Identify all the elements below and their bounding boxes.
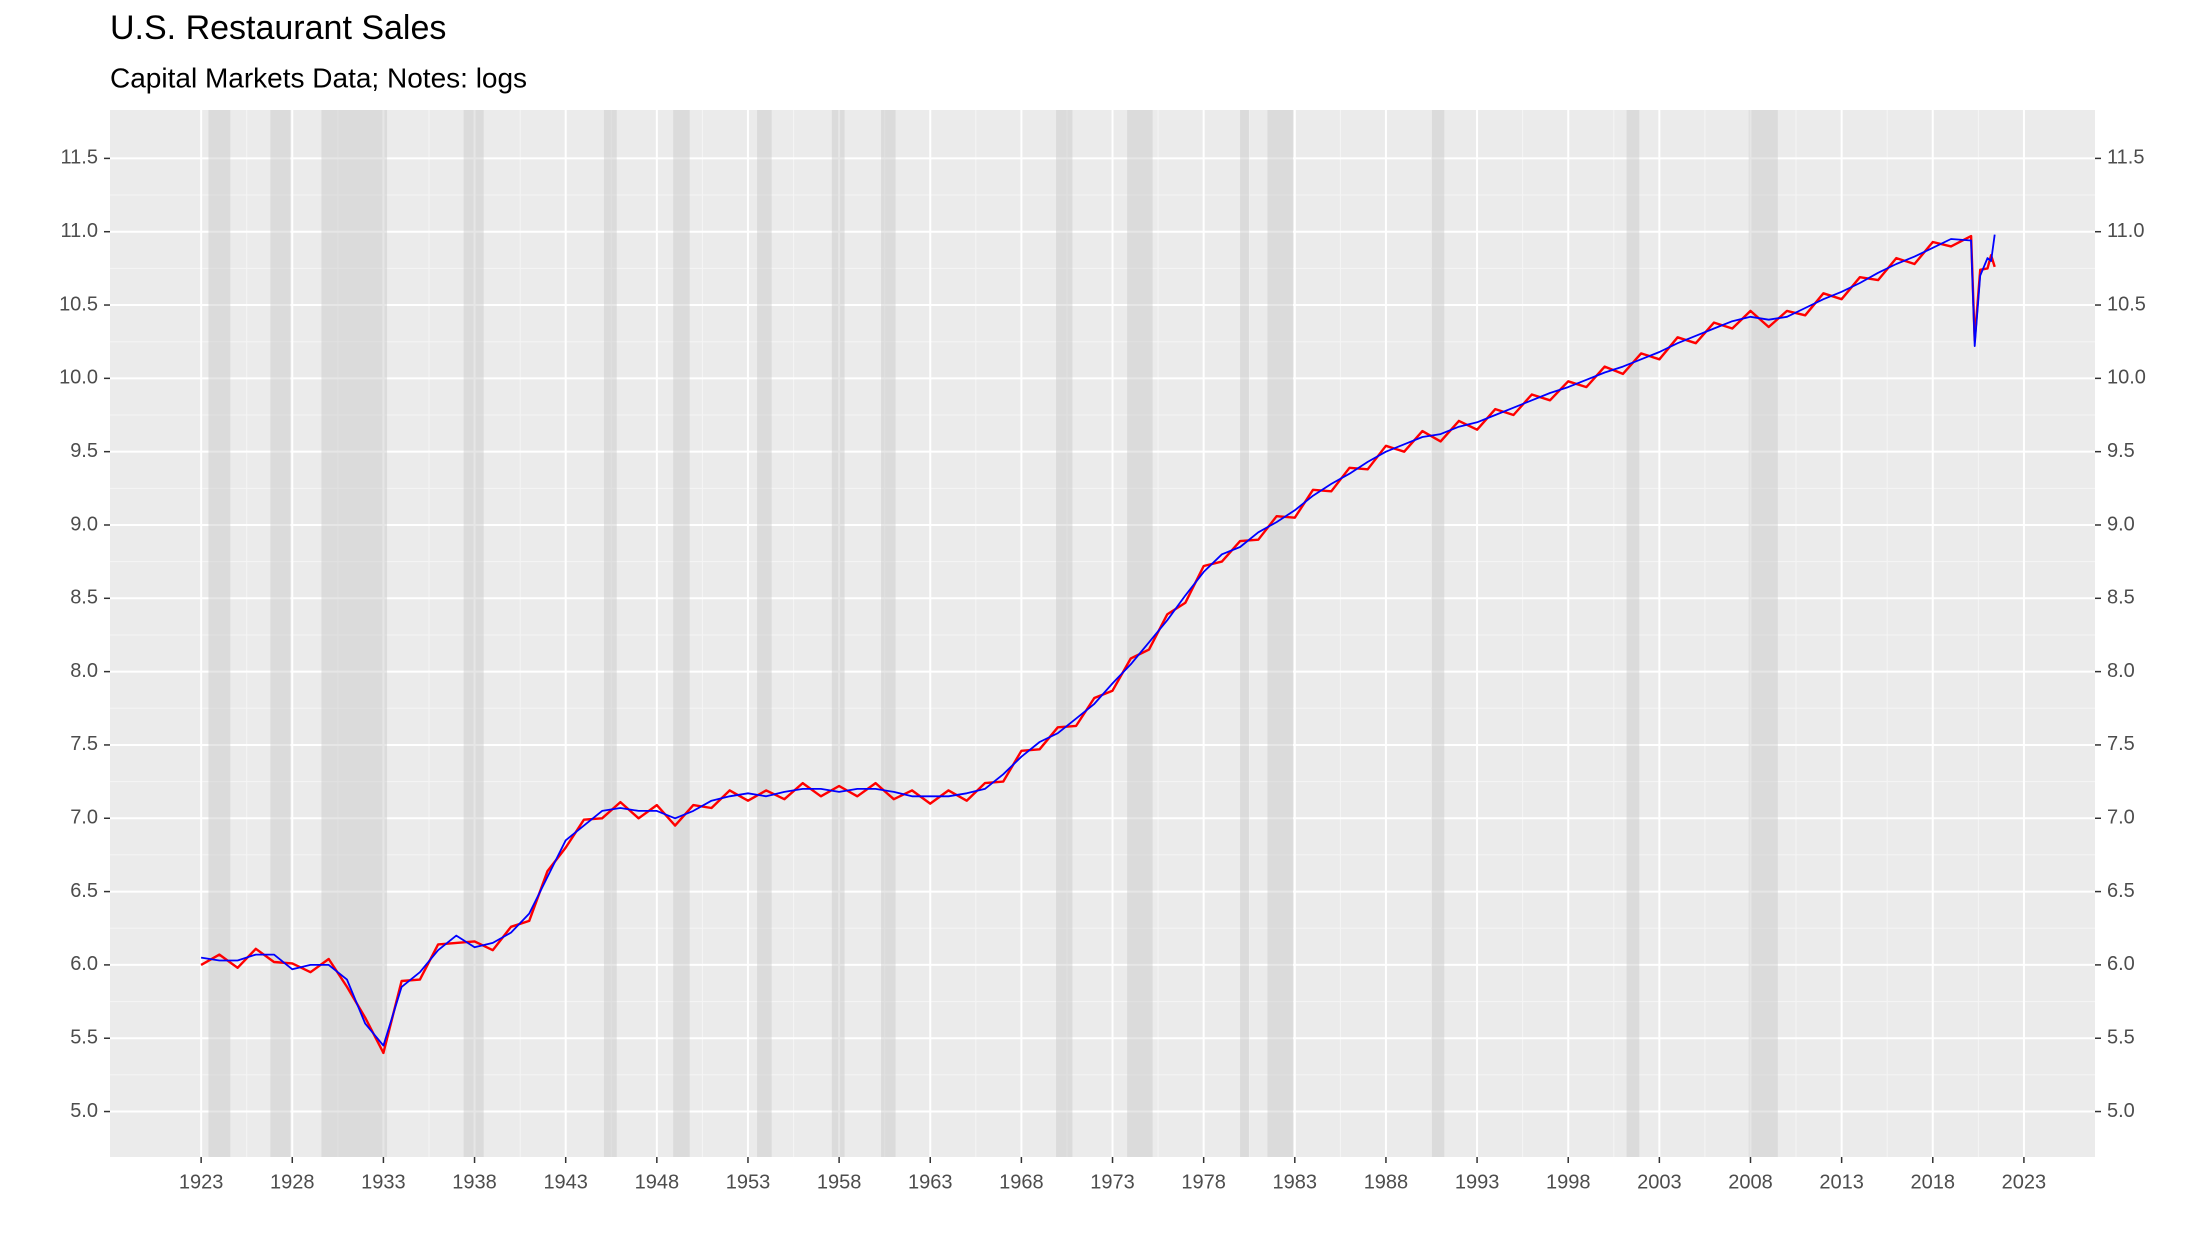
recession-band bbox=[1267, 110, 1293, 1157]
y-tick-label: 6.5 bbox=[70, 880, 98, 902]
y2-tick-label: 7.0 bbox=[2107, 807, 2135, 829]
x-tick-label: 1993 bbox=[1455, 1171, 1500, 1193]
series-line bbox=[200, 234, 1996, 1055]
recession-band bbox=[321, 110, 388, 1157]
recession-band bbox=[208, 110, 231, 1157]
x-tick-label: 1938 bbox=[452, 1171, 497, 1193]
y2-tick-label: 9.0 bbox=[2107, 513, 2135, 535]
x-tick-label: 1923 bbox=[179, 1171, 224, 1193]
y2-tick-label: 9.5 bbox=[2107, 440, 2135, 462]
y2-tick-label: 8.0 bbox=[2107, 660, 2135, 682]
series-line bbox=[200, 234, 1996, 1047]
y2-tick-label: 5.0 bbox=[2107, 1100, 2135, 1122]
y-tick-label: 9.5 bbox=[70, 440, 98, 462]
x-tick-label: 1928 bbox=[270, 1171, 315, 1193]
y-tick-label: 7.5 bbox=[70, 733, 98, 755]
x-tick-label: 2018 bbox=[1911, 1171, 1956, 1193]
recession-band bbox=[463, 110, 484, 1157]
y-tick-label: 5.0 bbox=[70, 1100, 98, 1122]
y-tick-label: 8.5 bbox=[70, 587, 98, 609]
x-tick-label: 2013 bbox=[1819, 1171, 1864, 1193]
x-tick-label: 1988 bbox=[1364, 1171, 1409, 1193]
recession-band bbox=[673, 110, 690, 1157]
recession-band bbox=[603, 110, 617, 1157]
chart-title: U.S. Restaurant Sales bbox=[110, 9, 446, 47]
y2-tick-label: 5.5 bbox=[2107, 1027, 2135, 1049]
x-tick-label: 2003 bbox=[1637, 1171, 1682, 1193]
chart-subtitle: Capital Markets Data; Notes: logs bbox=[110, 62, 527, 93]
y2-tick-label: 8.5 bbox=[2107, 587, 2135, 609]
y-tick-label: 11.5 bbox=[61, 147, 98, 169]
x-tick-label: 1968 bbox=[999, 1171, 1044, 1193]
x-tick-label: 1943 bbox=[543, 1171, 588, 1193]
y2-tick-label: 11.0 bbox=[2107, 220, 2144, 242]
x-tick-label: 1983 bbox=[1273, 1171, 1318, 1193]
recession-band bbox=[1240, 110, 1250, 1157]
x-tick-label: 1963 bbox=[908, 1171, 953, 1193]
y2-tick-label: 10.0 bbox=[2107, 367, 2146, 389]
y-tick-label: 10.0 bbox=[59, 367, 98, 389]
recession-band bbox=[1431, 110, 1445, 1157]
x-tick-label: 2023 bbox=[2002, 1171, 2047, 1193]
y-tick-label: 9.0 bbox=[70, 513, 98, 535]
x-tick-label: 1933 bbox=[361, 1171, 406, 1193]
y-tick-label: 10.5 bbox=[59, 293, 98, 315]
recession-band bbox=[1127, 110, 1153, 1157]
recession-band bbox=[757, 110, 772, 1157]
x-tick-label: 1958 bbox=[817, 1171, 862, 1193]
y2-tick-label: 10.5 bbox=[2107, 293, 2146, 315]
recession-band bbox=[881, 110, 896, 1157]
recession-band bbox=[831, 110, 845, 1157]
y2-tick-label: 6.0 bbox=[2107, 953, 2135, 975]
recession-band bbox=[1056, 110, 1073, 1157]
y2-tick-label: 7.5 bbox=[2107, 733, 2135, 755]
y-tick-label: 5.5 bbox=[70, 1027, 98, 1049]
y2-tick-label: 6.5 bbox=[2107, 880, 2135, 902]
y-tick-label: 7.0 bbox=[70, 807, 98, 829]
y-tick-label: 11.0 bbox=[61, 220, 98, 242]
y2-tick-label: 11.5 bbox=[2107, 147, 2144, 169]
x-tick-label: 1998 bbox=[1546, 1171, 1591, 1193]
plot-panel bbox=[110, 110, 2095, 1157]
x-tick-label: 1978 bbox=[1181, 1171, 1226, 1193]
y-tick-label: 6.0 bbox=[70, 953, 98, 975]
x-tick-label: 1973 bbox=[1090, 1171, 1135, 1193]
recession-band bbox=[1748, 110, 1778, 1157]
recession-band bbox=[270, 110, 291, 1157]
x-tick-label: 1953 bbox=[726, 1171, 771, 1193]
y-tick-label: 8.0 bbox=[70, 660, 98, 682]
recession-band bbox=[1626, 110, 1640, 1157]
x-tick-label: 1948 bbox=[635, 1171, 680, 1193]
x-tick-label: 2008 bbox=[1728, 1171, 1773, 1193]
